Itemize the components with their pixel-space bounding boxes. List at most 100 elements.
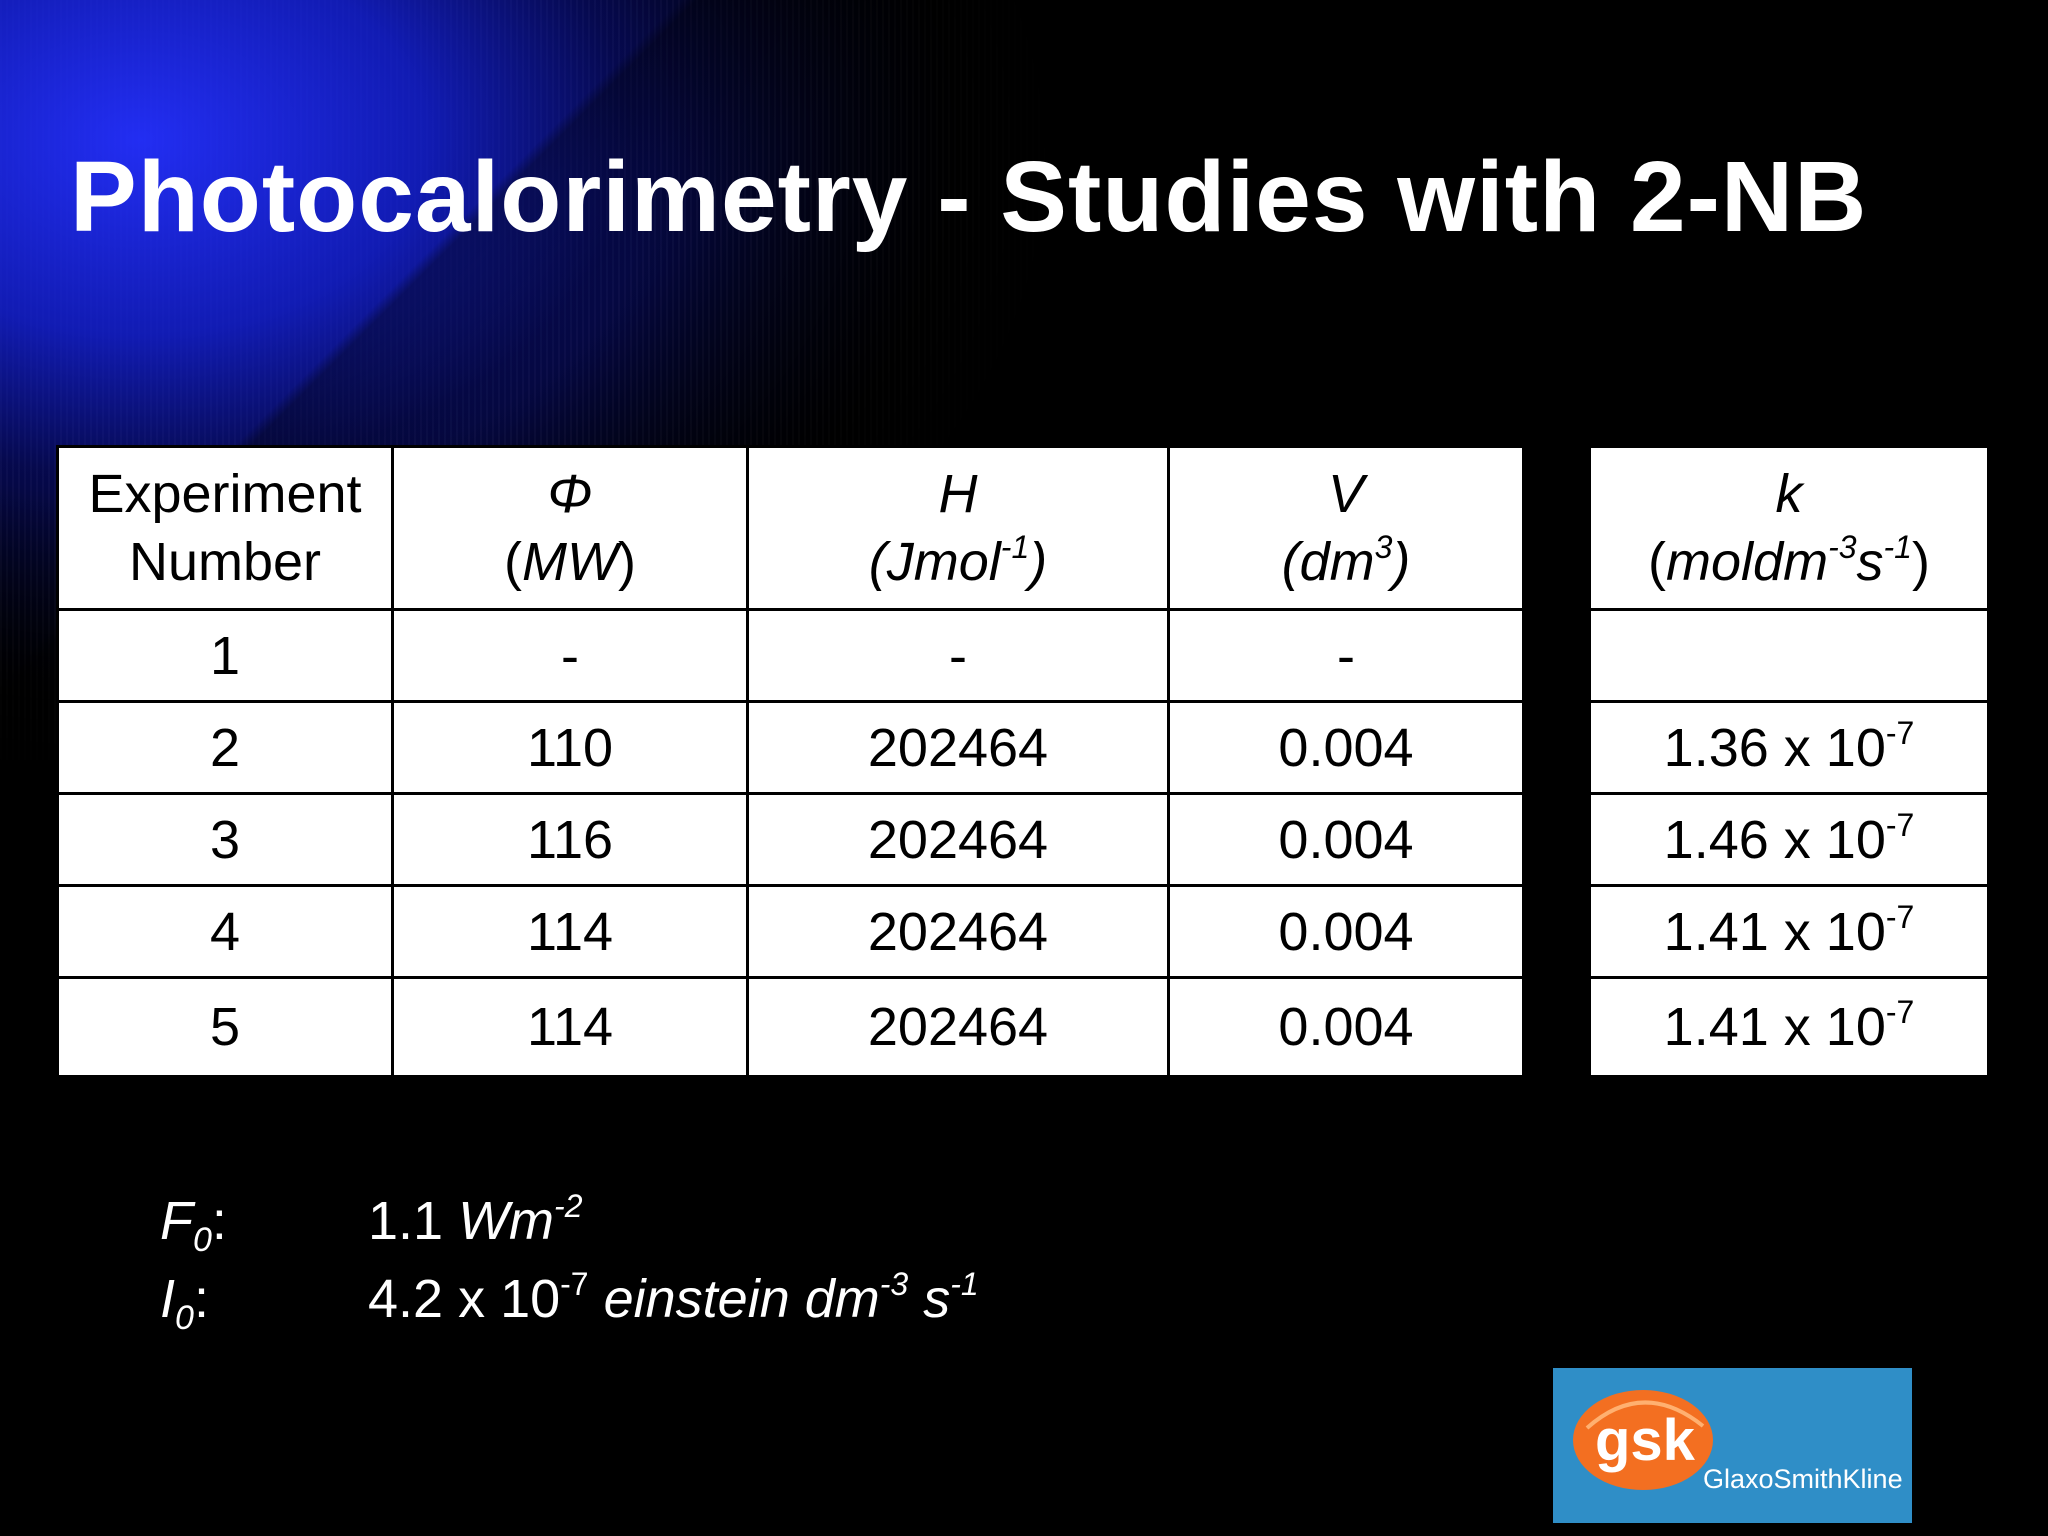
param-colon: : <box>193 1269 209 1329</box>
experiment-table: Experiment Number Φ (MW) H (Jmol-1) V (d… <box>56 445 1525 1078</box>
k-mantissa: 1.46 <box>1663 809 1769 870</box>
header-v: V (dm3) <box>1167 445 1525 611</box>
table-cell: - <box>746 608 1170 703</box>
param-sub: 0 <box>175 1299 194 1337</box>
table-row: 2 110 202464 0.004 <box>56 700 1525 795</box>
param-symbol: I <box>160 1269 176 1329</box>
table-cell: 110 <box>391 700 749 795</box>
table-cell: 4 <box>56 884 394 979</box>
rate-constant-table: k (moldm-3s-1) 1.36 x 10-7 1.46 x 10-7 1… <box>1588 445 1990 1078</box>
table-cell: 1.41 x 10-7 <box>1588 884 1990 979</box>
table-row: 1.41 x 10-7 <box>1588 976 1990 1078</box>
table-row: 3 116 202464 0.004 <box>56 792 1525 887</box>
table-cell: 1 <box>56 608 394 703</box>
param-unit: s <box>908 1269 951 1329</box>
k-mantissa: 1.41 <box>1663 901 1769 962</box>
header-unit: (MW) <box>394 528 746 596</box>
table-cell: - <box>391 608 749 703</box>
k-mantissa: 1.36 <box>1663 717 1769 778</box>
table-cell: 1.41 x 10-7 <box>1588 976 1990 1078</box>
parameter-value: 4.2 x 10-7 einstein dm-3 s-1 <box>368 1268 979 1330</box>
unit-sup: -3 <box>1828 529 1857 565</box>
header-h: H (Jmol-1) <box>746 445 1170 611</box>
table-cell: 202464 <box>746 884 1170 979</box>
unit-sup: -1 <box>1883 529 1912 565</box>
k-mantissa: 1.41 <box>1663 997 1769 1057</box>
table-row: 4 114 202464 0.004 <box>56 884 1525 979</box>
gsk-logo: gsk GlaxoSmithKline <box>1553 1368 1912 1523</box>
header-line: Experiment <box>88 464 362 524</box>
gsk-mark-text: gsk <box>1595 1408 1696 1473</box>
k-exponent: -7 <box>1885 714 1915 751</box>
unit-paren: ) <box>617 532 636 592</box>
header-unit: (moldm-3s-1) <box>1591 528 1987 596</box>
k-times: x 10 <box>1783 901 1886 962</box>
header-symbol: k <box>1775 464 1803 524</box>
k-exponent: -7 <box>1885 806 1915 843</box>
gsk-wordmark: GlaxoSmithKline <box>1703 1464 1903 1494</box>
param-unit-sup: -2 <box>554 1188 583 1224</box>
k-times: x 10 <box>1783 717 1886 778</box>
unit-body: moldm <box>1666 532 1829 592</box>
k-exponent: -7 <box>1885 994 1915 1030</box>
unit-sup: 3 <box>1374 529 1393 565</box>
param-unit-sup: -3 <box>879 1266 909 1302</box>
unit-paren: ( <box>1648 532 1667 592</box>
table-cell: 116 <box>391 792 749 887</box>
header-line: Number <box>128 532 322 592</box>
table-cell: 3 <box>56 792 394 887</box>
gsk-logo-mark: gsk GlaxoSmithKline <box>1553 1368 1912 1523</box>
slide-title: Photocalorimetry - Studies with 2-NB <box>70 141 1868 253</box>
param-symbol: F <box>160 1191 193 1251</box>
table-row: 5 114 202464 0.004 <box>56 976 1525 1078</box>
table-row: 1.41 x 10-7 <box>1588 884 1990 979</box>
unit-body: MW <box>522 532 618 592</box>
parameter-value: 1.1 Wm-2 <box>368 1190 582 1252</box>
table-cell: 202464 <box>746 700 1170 795</box>
table-cell: 1.36 x 10-7 <box>1588 700 1990 795</box>
table-cell: 0.004 <box>1167 884 1525 979</box>
unit-paren: ( <box>868 532 887 592</box>
table-cell: 0.004 <box>1167 976 1525 1078</box>
table-cell: 1.46 x 10-7 <box>1588 792 1990 887</box>
param-value: 1.1 <box>368 1191 459 1251</box>
unit-body: dm <box>1299 532 1375 592</box>
param-sub: 0 <box>193 1221 212 1259</box>
table-cell <box>1588 608 1990 703</box>
table-cell: 114 <box>391 884 749 979</box>
table-cell: 2 <box>56 700 394 795</box>
unit-paren: ) <box>1911 532 1930 592</box>
header-experiment-number: Experiment Number <box>56 445 394 611</box>
k-times: x 10 <box>1783 997 1886 1057</box>
header-k: k (moldm-3s-1) <box>1588 445 1990 611</box>
param-unit: Wm <box>458 1191 555 1251</box>
table-cell: 114 <box>391 976 749 1078</box>
parameter-label: I0: <box>160 1268 209 1335</box>
table-row: 1 - - - <box>56 608 1525 703</box>
table-cell: - <box>1167 608 1525 703</box>
table-cell: 202464 <box>746 976 1170 1078</box>
parameter-label: F0: <box>160 1190 227 1257</box>
table-cell: 202464 <box>746 792 1170 887</box>
header-phi: Φ (MW) <box>391 445 749 611</box>
table-header-row: k (moldm-3s-1) <box>1588 445 1990 611</box>
unit-paren: ) <box>1029 532 1048 592</box>
k-exponent: -7 <box>1885 898 1915 935</box>
table-row <box>1588 608 1990 703</box>
header-unit: (Jmol-1) <box>749 528 1167 596</box>
param-unit: einstein dm <box>588 1269 880 1329</box>
table-row: 1.36 x 10-7 <box>1588 700 1990 795</box>
unit-sup: -1 <box>1000 529 1030 565</box>
unit-body: Jmol <box>886 532 1001 592</box>
unit-paren: ( <box>504 532 523 592</box>
unit-paren: ( <box>1281 532 1300 592</box>
header-symbol: Φ <box>547 464 593 524</box>
header-unit: (dm3) <box>1170 528 1522 596</box>
param-value-sup: -7 <box>560 1266 589 1302</box>
param-unit-sup: -1 <box>950 1266 979 1302</box>
param-colon: : <box>211 1191 227 1251</box>
table-cell: 5 <box>56 976 394 1078</box>
table-header-row: Experiment Number Φ (MW) H (Jmol-1) V (d… <box>56 445 1525 611</box>
header-symbol: V <box>1327 464 1365 524</box>
table-row: 1.46 x 10-7 <box>1588 792 1990 887</box>
